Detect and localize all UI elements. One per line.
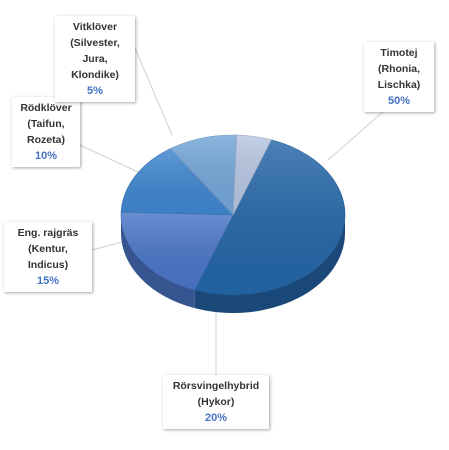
pie-slice-highlight (233, 135, 272, 215)
leader-line (79, 144, 139, 173)
pie-sides (120, 215, 345, 313)
pie-slice-side (120, 215, 195, 309)
slice-name: Rödklöver (Taifun, Rozeta) (20, 102, 72, 146)
slice-label-rorsvingelhybrid: Rörsvingelhybrid (Hykor) 20% (163, 375, 269, 429)
slice-percent: 15% (36, 275, 60, 287)
pie-slice-side (194, 215, 345, 313)
pie-tops (120, 134, 345, 296)
leader-line (134, 47, 173, 136)
slice-name: Rörsvingelhybrid (Hykor) (172, 380, 260, 408)
pie-slice-highlight (121, 148, 233, 215)
slice-label-vitklover: Vitklöver (Silvester, Jura, Klondike) 5% (55, 16, 135, 102)
pie-slice-highlight (170, 135, 237, 215)
slice-percent: 5% (87, 85, 103, 97)
slice-label-timotej: Timotej (Rhonia, Lischka) 50% (364, 42, 434, 112)
slice-name: Eng. rajgräs (Kentur, Indicus) (17, 227, 79, 271)
pie-slice-highlight (121, 212, 233, 291)
pie-slice-highlight (194, 139, 345, 295)
slice-label-rodklover: Rödklöver (Taifun, Rozeta) 10% (12, 97, 80, 167)
slice-name: Timotej (Rhonia, Lischka) (377, 47, 421, 91)
slice-percent: 50% (387, 95, 411, 107)
leader-line (91, 241, 123, 251)
slice-label-eng-rajgras: Eng. rajgräs (Kentur, Indicus) 15% (4, 222, 92, 292)
slice-name: Vitklöver (Silvester, Jura, Klondike) (70, 21, 120, 81)
slice-percent: 20% (204, 412, 228, 424)
slice-percent: 10% (34, 150, 58, 162)
